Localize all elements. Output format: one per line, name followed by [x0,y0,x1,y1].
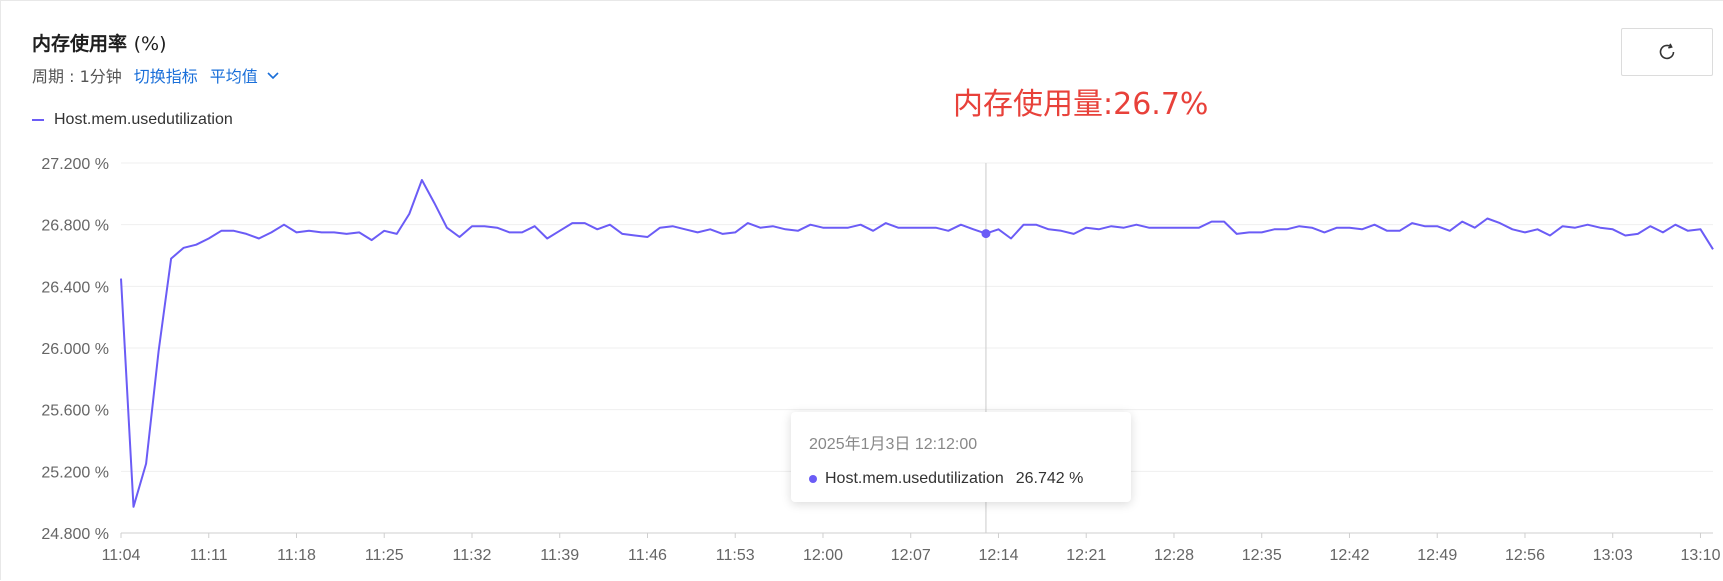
chevron-down-icon[interactable] [266,68,280,82]
y-tick-label: 25.600 % [41,403,109,420]
hover-point [981,229,991,239]
x-tick-label: 13:03 [1593,547,1633,564]
y-tick-label: 26.400 % [41,279,109,296]
x-tick-label: 11:39 [540,547,579,564]
y-tick-label: 27.200 % [41,156,109,173]
x-tick-label: 12:42 [1329,547,1369,564]
chart-title: 内存使用率 (%) [32,29,167,56]
y-tick-label: 24.800 % [41,526,109,543]
x-tick-label: 11:04 [102,547,141,564]
refresh-button[interactable] [1621,28,1713,76]
y-tick-label: 26.000 % [41,341,109,358]
x-tick-label: 12:07 [891,547,931,564]
tooltip-row: Host.mem.usedutilization 26.742 % [809,470,1113,488]
x-tick-label: 12:21 [1066,547,1106,564]
switch-metric-link[interactable]: 切换指标 [133,67,198,86]
tooltip-value: 26.742 % [1015,470,1084,487]
x-tick-label: 11:53 [716,547,755,564]
period-label: 周期 : 1分钟 [32,67,122,86]
y-tick-label: 25.200 % [41,464,109,481]
tooltip-series-dot [809,475,817,483]
tooltip-time: 2025年1月3日 12:12:00 [809,436,978,453]
legend-swatch [32,119,44,121]
chart-subheader: 周期 : 1分钟 切换指标 平均值 [32,63,280,87]
refresh-icon [1659,43,1675,60]
x-tick-label: 11:11 [190,547,228,564]
x-tick-label: 11:46 [628,547,667,564]
aggregation-select[interactable]: 平均值 [209,67,258,86]
memory-usage-annotation: 内存使用量:26.7% [953,87,1209,122]
x-tick-label: 11:32 [453,547,492,564]
chart-legend[interactable]: Host.mem.usedutilization [32,111,233,129]
chart-title-text: 内存使用率 [32,33,128,55]
x-tick-label: 12:49 [1417,547,1457,564]
legend-label: Host.mem.usedutilization [54,111,233,128]
x-tick-label: 12:14 [978,547,1018,564]
series-line-host-mem-usedutilization [120,179,1714,508]
x-tick-label: 12:28 [1154,547,1194,564]
x-tick-label: 12:35 [1242,547,1282,564]
chart-title-unit: (%) [133,33,167,55]
x-tick-label: 12:00 [803,547,843,564]
x-tick-label: 11:18 [277,547,316,564]
x-tick-label: 13:10 [1680,547,1720,564]
x-tick-label: 12:56 [1505,547,1545,564]
tooltip-series-name: Host.mem.usedutilization [825,470,1004,487]
x-tick-label: 11:25 [365,547,404,564]
chart-tooltip: 2025年1月3日 12:12:00 Host.mem.usedutilizat… [791,412,1131,502]
y-tick-label: 26.800 % [41,218,109,235]
